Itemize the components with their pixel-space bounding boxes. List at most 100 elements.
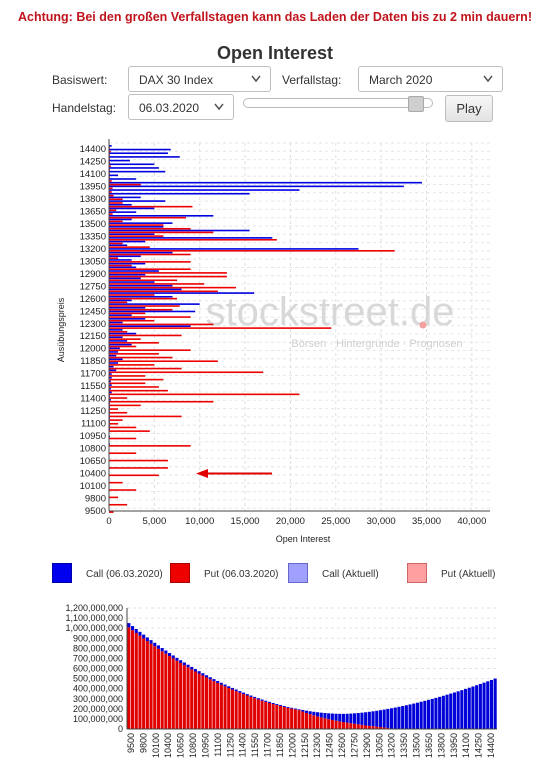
call-total-bar	[216, 680, 220, 683]
put-total-bar	[230, 689, 234, 729]
put-total-bar	[341, 722, 345, 729]
put-total-bar	[208, 679, 212, 729]
handelstag-value: 06.03.2020	[139, 101, 200, 115]
put-bar	[109, 415, 182, 418]
put-bar	[109, 297, 178, 300]
call-total-bar	[364, 712, 368, 726]
call-total-bar	[412, 703, 416, 729]
call-total-bar	[242, 692, 246, 695]
play-button[interactable]: Play	[445, 95, 493, 122]
put-total-bar	[382, 727, 386, 729]
x-tick-label: 13050	[374, 733, 384, 758]
put-total-bar	[338, 721, 342, 729]
put-bar	[109, 180, 112, 182]
x-tick-label: 30,000	[367, 516, 396, 527]
call-bar	[109, 376, 112, 379]
put-bar	[109, 459, 168, 462]
put-total-bar	[304, 712, 308, 729]
call-total-bar	[489, 679, 493, 729]
x-tick-label: 0	[106, 516, 111, 527]
put-total-bar	[149, 643, 153, 729]
call-total-bar	[486, 681, 490, 729]
call-bar	[109, 336, 123, 339]
x-tick-label: 10950	[200, 733, 210, 758]
call-total-bar	[301, 710, 305, 712]
call-bar	[109, 362, 119, 364]
put-bar	[109, 411, 128, 414]
put-bar	[109, 264, 132, 267]
put-total-bar	[364, 725, 368, 729]
call-bar	[109, 181, 422, 184]
call-total-bar	[138, 631, 142, 636]
call-total-bar	[475, 685, 479, 729]
chevron-down-icon	[214, 103, 224, 111]
x-tick-label: 13500	[412, 733, 422, 758]
call-total-bar	[227, 686, 231, 688]
y-tick-label: 1,100,000,000	[65, 613, 123, 623]
call-total-bar	[404, 705, 408, 729]
put-total-bar	[253, 698, 257, 729]
put-bar	[109, 191, 112, 193]
put-total-bar	[160, 651, 164, 729]
call-total-bar	[127, 623, 131, 628]
verfallstag-select[interactable]: March 2020	[358, 66, 503, 92]
call-bar	[109, 156, 180, 158]
put-bar	[109, 216, 187, 219]
put-total-bar	[349, 723, 353, 729]
put-total-bar	[267, 702, 271, 729]
handelstag-label: Handelstag:	[52, 101, 117, 115]
call-total-bar	[264, 700, 268, 702]
call-total-bar	[145, 637, 149, 642]
x-tick-label: 10800	[188, 733, 198, 758]
watermark-tagline: Börsen · Hintergründe · Prognosen	[291, 338, 462, 350]
y-tick-label: 9500	[85, 506, 106, 517]
put-total-bar	[227, 687, 231, 729]
call-total-bar	[179, 660, 183, 663]
call-bar	[109, 266, 137, 269]
x-tick-label: 20,000	[276, 516, 305, 527]
put-total-bar	[131, 630, 135, 729]
y-tick-label: 12000	[80, 344, 106, 355]
handelstag-select[interactable]: 06.03.2020	[128, 94, 234, 120]
call-total-bar	[482, 682, 486, 729]
y-tick-label: 13350	[80, 231, 106, 242]
call-bar	[109, 277, 141, 280]
put-total-bar	[353, 723, 357, 729]
call-total-bar	[153, 642, 157, 647]
call-total-bar	[345, 713, 349, 723]
put-bar	[109, 253, 191, 256]
legend-swatch	[288, 563, 308, 583]
call-total-bar	[493, 678, 497, 729]
put-bar	[109, 312, 146, 315]
verfallstag-value: March 2020	[369, 73, 433, 87]
call-total-bar	[423, 700, 427, 729]
put-total-bar	[378, 727, 382, 729]
date-slider-track[interactable]	[243, 98, 433, 108]
call-bar	[109, 318, 146, 320]
put-total-bar	[245, 695, 249, 729]
y-tick-label: 300,000,000	[73, 694, 123, 704]
put-bar	[109, 430, 150, 432]
date-slider-handle[interactable]	[408, 96, 425, 112]
put-total-bar	[371, 726, 375, 729]
put-bar	[109, 213, 113, 215]
call-bar	[109, 281, 155, 283]
call-total-bar	[286, 706, 290, 708]
put-bar	[109, 342, 159, 344]
call-total-bar	[293, 708, 297, 710]
put-total-bar	[290, 708, 294, 729]
x-tick-label: 9800	[138, 733, 148, 753]
x-tick-label: 12450	[325, 733, 335, 758]
call-bar	[109, 380, 111, 383]
call-bar	[109, 314, 132, 316]
call-bar	[109, 237, 273, 239]
call-total-bar	[397, 706, 401, 729]
x-tick-label: 5,000	[142, 516, 166, 527]
call-bar	[109, 373, 112, 375]
call-total-bar	[415, 702, 419, 729]
x-tick-label: 14400	[486, 733, 496, 758]
legend-label: Put (06.03.2020)	[204, 569, 279, 580]
basiswert-select[interactable]: DAX 30 Index	[128, 66, 271, 92]
put-bar	[109, 268, 191, 271]
call-total-bar	[360, 712, 364, 725]
